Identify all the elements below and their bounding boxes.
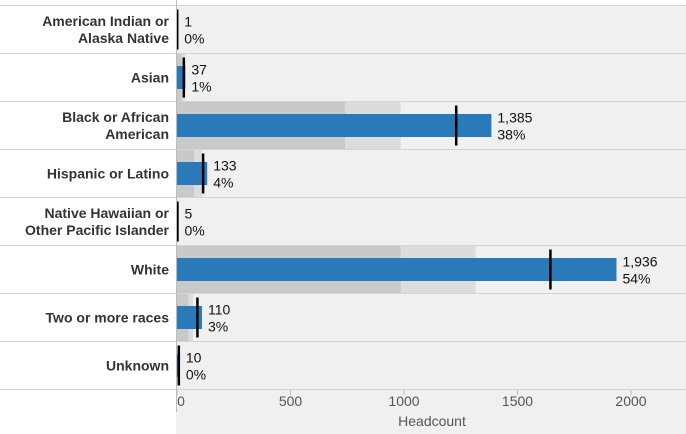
percent-label: 0% (186, 367, 206, 383)
category-label: Unknown (106, 358, 169, 374)
value-label: 1,385 (497, 110, 532, 126)
percent-label: 4% (213, 175, 233, 191)
target-markers (175, 9, 552, 386)
category-label: Native Hawaiian or (45, 205, 170, 221)
category-label: American Indian or (42, 13, 169, 29)
row-background (176, 294, 686, 341)
x-tick-label: 2000 (615, 393, 646, 409)
category-label: Alaska Native (78, 30, 169, 46)
row-background (176, 342, 686, 389)
headcount-bar (177, 66, 186, 89)
x-tick-label: 0 (177, 393, 185, 409)
category-label: Hispanic or Latino (47, 166, 169, 182)
headcount-bars (177, 18, 617, 377)
headcount-bar (177, 114, 492, 137)
x-tick-label: 1500 (502, 393, 533, 409)
value-label: 1,936 (622, 254, 657, 270)
category-label: American (105, 126, 169, 142)
headcount-bar (177, 162, 208, 185)
category-label: White (131, 262, 169, 278)
headcount-bar (177, 306, 202, 329)
percent-label: 1% (191, 79, 211, 95)
x-axis-title: Headcount (398, 413, 466, 429)
headcount-bar (177, 258, 617, 281)
category-label: Asian (131, 70, 169, 86)
x-axis: 0 500 1000 1500 2000 (176, 0, 686, 434)
row-backgrounds (0, 5, 686, 390)
value-label: 37 (191, 62, 207, 78)
value-label: 10 (186, 350, 202, 366)
axis-background (176, 390, 686, 434)
percent-label: 0% (184, 31, 204, 47)
row-background (176, 198, 686, 245)
x-tick-label: 1000 (388, 393, 419, 409)
category-label: Other Pacific Islander (25, 222, 169, 238)
percent-label: 3% (208, 319, 228, 335)
value-label: 1 (184, 14, 192, 30)
value-label: 133 (213, 158, 237, 174)
percent-label: 54% (622, 271, 650, 287)
row-background (176, 150, 686, 197)
row-background (176, 6, 686, 53)
percent-label: 38% (497, 127, 525, 143)
category-label: Two or more races (46, 310, 170, 326)
category-label: Black or African (62, 109, 169, 125)
value-label: 5 (184, 206, 192, 222)
x-tick-label: 500 (279, 393, 303, 409)
value-label: 110 (208, 302, 231, 318)
percent-label: 0% (184, 223, 204, 239)
row-background (176, 54, 686, 101)
